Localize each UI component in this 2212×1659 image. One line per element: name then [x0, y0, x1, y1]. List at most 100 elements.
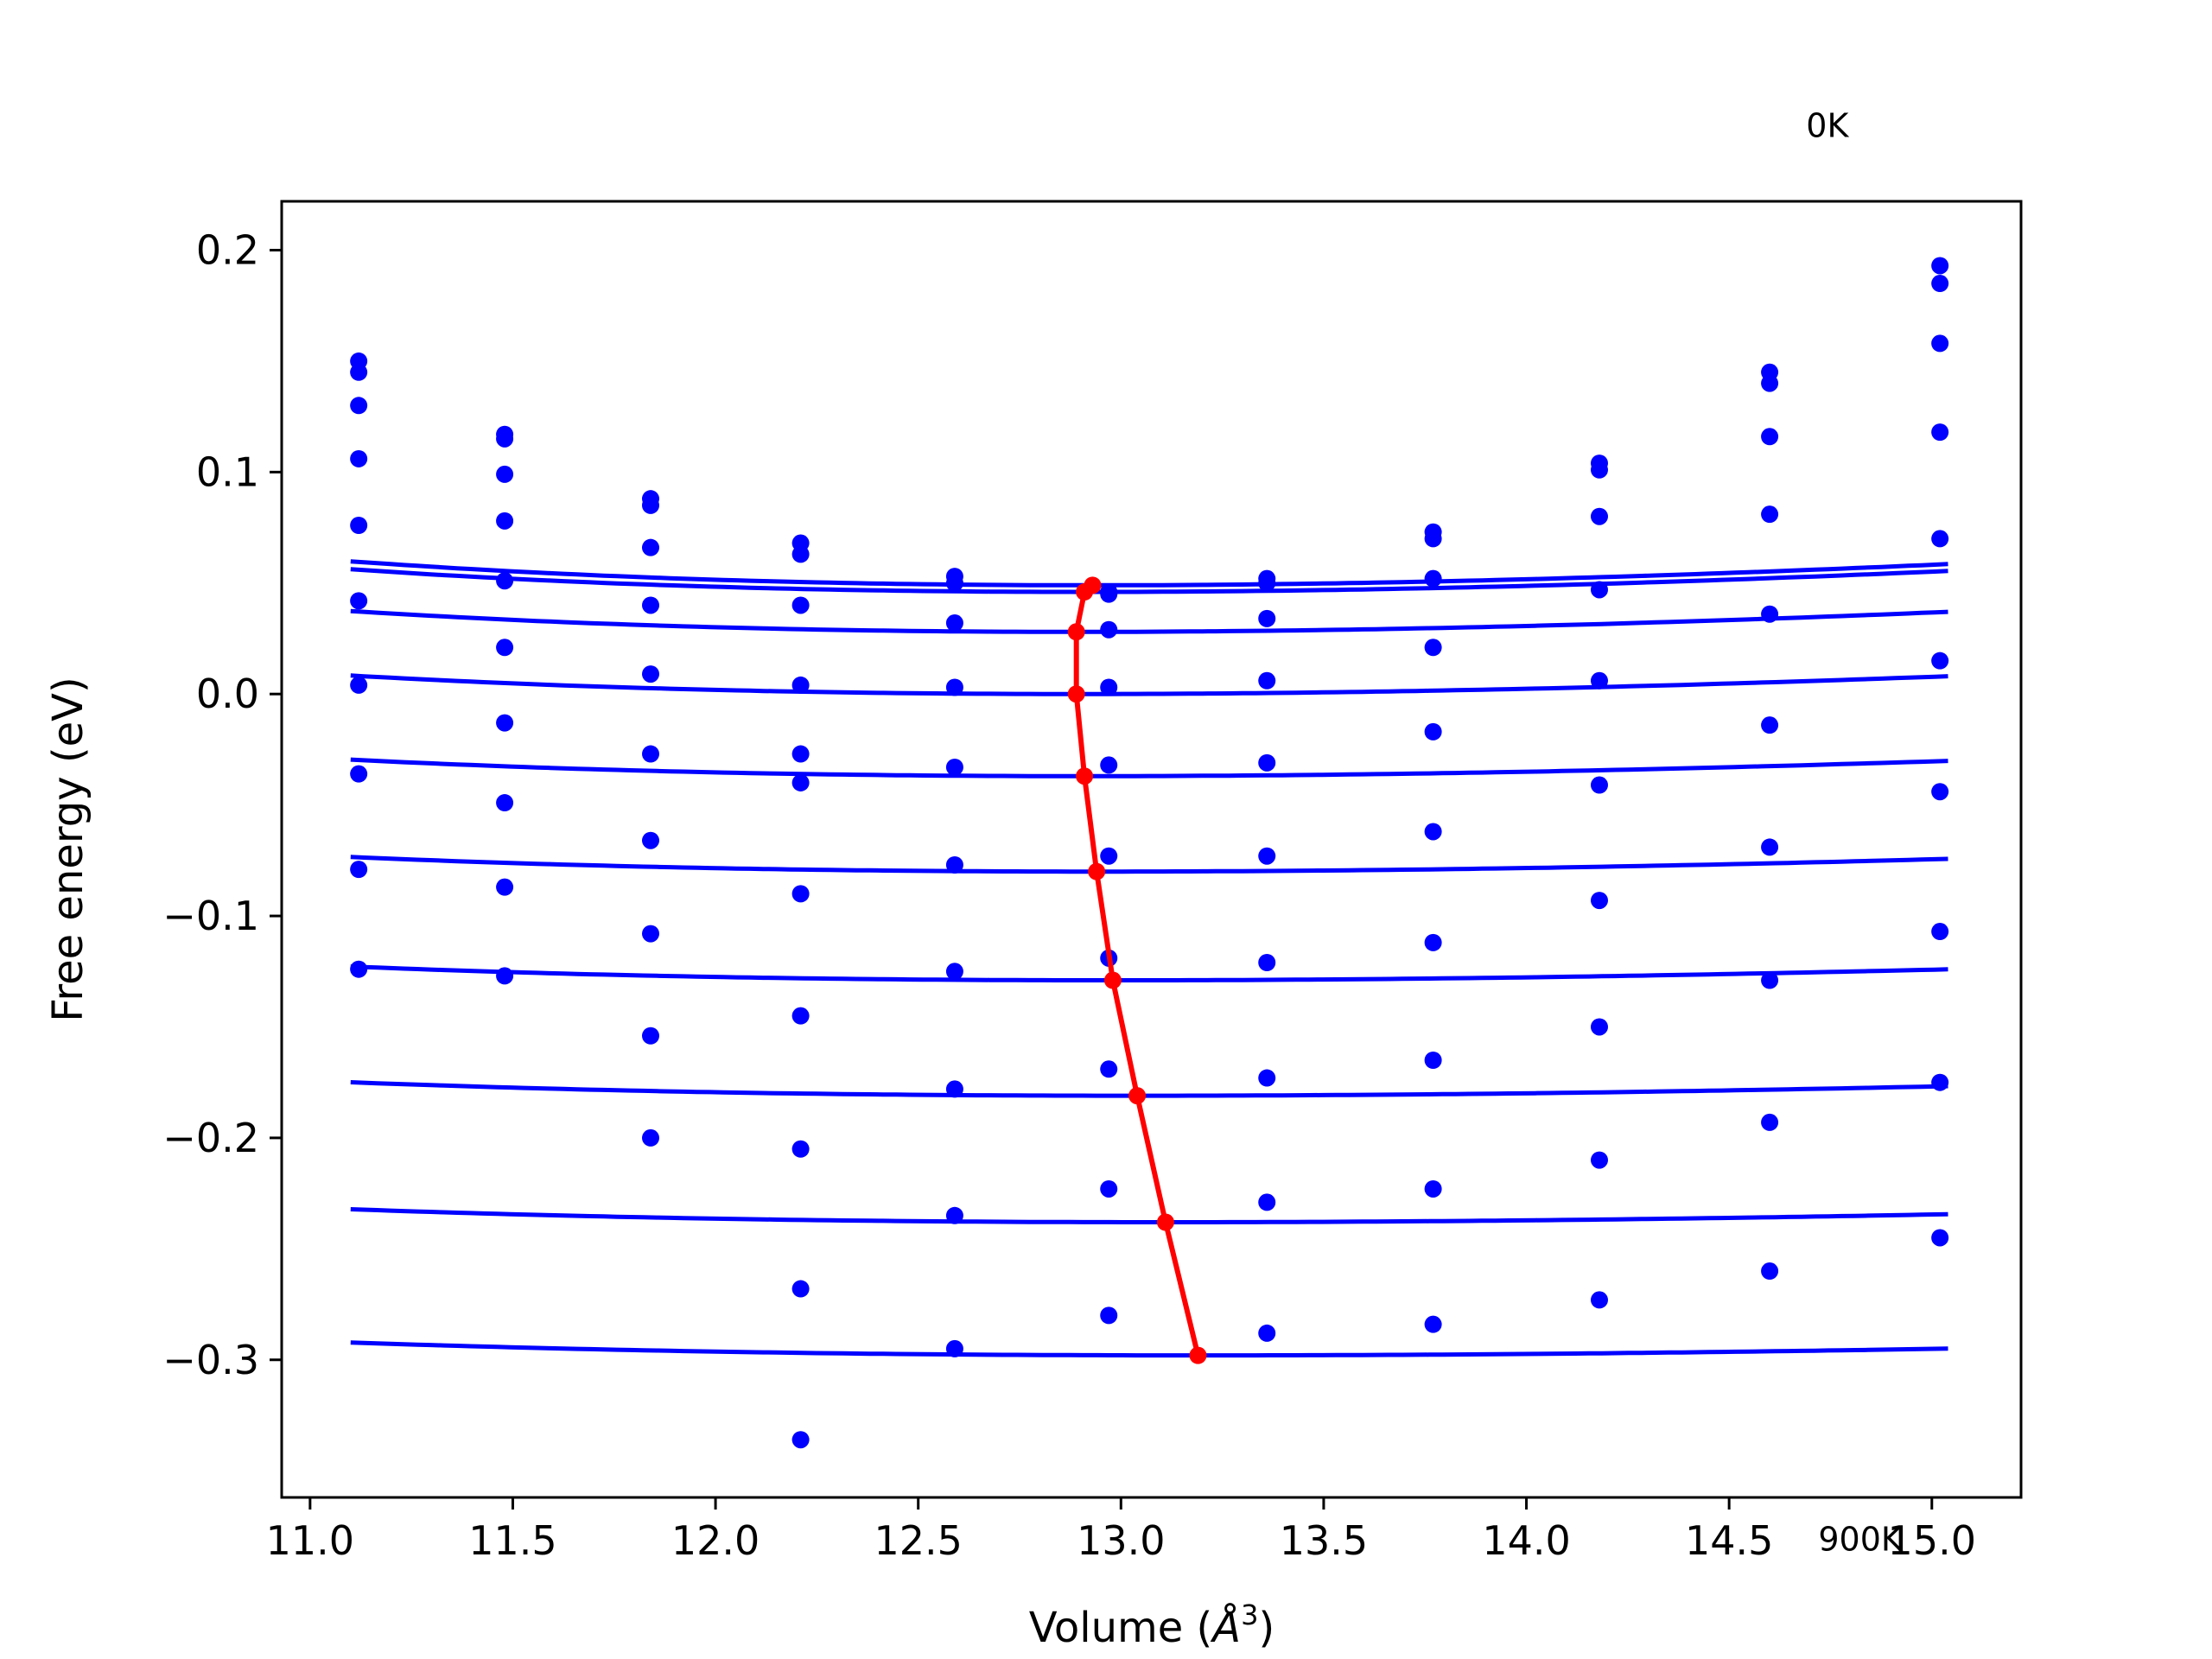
fit-curve-1	[350, 567, 1948, 594]
data-point-s5-7	[1424, 823, 1442, 841]
data-point-s7-0	[350, 765, 368, 783]
data-point-s6-0	[350, 676, 368, 694]
data-point-s3-4	[945, 678, 963, 696]
y-axis-label: Free energy (eV)	[44, 677, 92, 1021]
data-point-s7-1	[496, 794, 514, 812]
data-point-s3-6	[1258, 671, 1276, 690]
data-point-s7-6	[1258, 1069, 1276, 1087]
data-point-s7-9	[1761, 971, 1779, 989]
data-point-s3-2	[642, 596, 659, 614]
data-point-s3-5	[1100, 678, 1118, 696]
data-point-s2-7	[1424, 569, 1442, 588]
data-point-s9-0	[350, 960, 368, 978]
data-point-s6-2	[642, 831, 659, 849]
fit-curve-2	[350, 608, 1948, 634]
data-point-s4-9	[1761, 605, 1779, 623]
fit-curve-9	[350, 1340, 1948, 1358]
fit-curve-8	[350, 1207, 1948, 1224]
data-point-s8-2	[642, 1027, 659, 1045]
data-point-s4-2	[642, 665, 659, 683]
x-axis-label: Volume (Å3)	[1029, 1599, 1274, 1652]
data-point-s3-9	[1761, 505, 1779, 524]
data-point-s5-4	[945, 855, 963, 874]
fit-curve-0	[350, 559, 1948, 588]
plot-data	[350, 257, 1949, 1449]
data-point-s8-9	[1761, 1113, 1779, 1131]
x-tick-label-3: 12.5	[874, 1517, 962, 1564]
data-point-s4-10	[1931, 530, 1949, 548]
minimum-point-3	[1067, 685, 1085, 703]
minimum-point-9	[1189, 1346, 1207, 1364]
data-point-s3-1	[496, 512, 514, 530]
data-point-s7-8	[1591, 1018, 1608, 1036]
data-point-s5-6	[1258, 847, 1276, 865]
data-point-s9-6	[1258, 1324, 1276, 1342]
data-point-s9-4	[945, 1339, 963, 1357]
data-point-s2-8	[1591, 507, 1608, 525]
data-point-s9-8	[1591, 1291, 1608, 1309]
data-point-s6-1	[496, 714, 514, 732]
data-point-s8-5	[1100, 1179, 1118, 1198]
data-point-s1-3	[791, 545, 810, 563]
y-tick-label-1: 0.1	[196, 448, 259, 495]
data-point-s5-10	[1931, 652, 1949, 670]
data-point-s6-9	[1761, 838, 1779, 856]
data-point-s5-2	[642, 745, 659, 763]
data-point-s2-0	[350, 397, 368, 415]
data-point-s5-5	[1100, 847, 1118, 865]
data-point-s5-1	[496, 639, 514, 657]
data-point-s6-7	[1424, 933, 1442, 951]
data-point-s1-7	[1424, 530, 1442, 548]
x-axis-label-text: Volume (	[1029, 1604, 1213, 1652]
data-point-s1-8	[1591, 461, 1608, 479]
x-tick-label-4: 13.0	[1077, 1517, 1165, 1564]
data-point-s6-10	[1931, 783, 1949, 801]
data-point-s4-6	[1258, 753, 1276, 772]
data-point-s7-5	[1100, 1060, 1118, 1078]
data-point-s9-3	[791, 1280, 810, 1298]
data-point-s8-8	[1591, 1151, 1608, 1169]
data-point-s2-1	[496, 465, 514, 483]
data-point-extra-0	[791, 1431, 810, 1449]
data-point-s4-0	[350, 517, 368, 534]
x-axis-label-close: )	[1258, 1604, 1274, 1652]
data-point-s5-8	[1591, 776, 1608, 794]
x-tick-label-8: 15.0	[1888, 1517, 1976, 1564]
fit-curve-7	[350, 1080, 1948, 1098]
data-point-s1-1	[496, 429, 514, 448]
data-point-s2-3	[791, 596, 810, 614]
minimum-point-6	[1103, 971, 1122, 989]
x-tick-label-0: 11.0	[266, 1517, 354, 1564]
fit-curve-6	[350, 964, 1948, 982]
data-point-s3-7	[1424, 639, 1442, 657]
data-point-s4-8	[1591, 671, 1608, 690]
data-point-s1-2	[642, 496, 659, 514]
x-tick-label-7: 14.5	[1685, 1517, 1773, 1564]
minimum-point-2	[1067, 623, 1085, 641]
plot-frame	[280, 200, 2023, 1499]
data-point-s3-0	[350, 449, 368, 467]
data-point-s8-3	[791, 1140, 810, 1158]
minimum-point-4	[1076, 767, 1094, 785]
data-point-s8-6	[1258, 1193, 1276, 1211]
data-point-s1-0	[350, 363, 368, 381]
data-point-s1-5	[1100, 585, 1118, 603]
data-point-s8-7	[1424, 1179, 1442, 1198]
data-point-s1-10	[1931, 275, 1949, 293]
y-tick-label-0: 0.2	[196, 227, 259, 274]
data-point-s4-4	[945, 758, 963, 776]
data-point-s4-1	[496, 572, 514, 590]
minima-line	[1073, 583, 1201, 1357]
y-tick-label-4: −0.2	[162, 1115, 259, 1161]
data-point-s4-7	[1424, 722, 1442, 741]
data-point-s2-5	[1100, 620, 1118, 639]
data-point-s9-10	[1931, 1229, 1949, 1247]
data-point-s8-10	[1931, 1073, 1949, 1091]
minimum-point-5	[1088, 862, 1106, 880]
fit-curve-5	[350, 855, 1948, 874]
data-point-s2-6	[1258, 609, 1276, 627]
data-point-s1-9	[1761, 374, 1779, 392]
data-point-s3-3	[791, 676, 810, 694]
